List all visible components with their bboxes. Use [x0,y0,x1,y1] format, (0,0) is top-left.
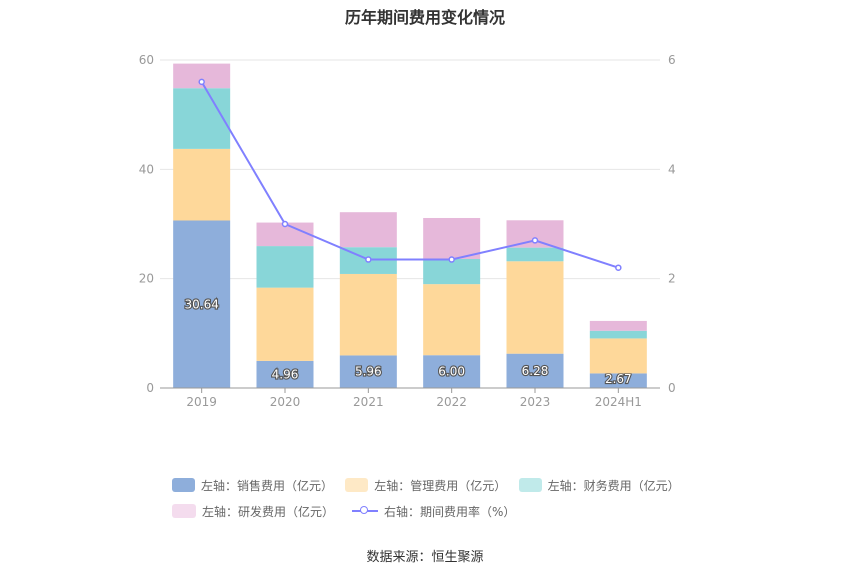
legend-label-sales: 左轴：销售费用（亿元） [200,478,333,493]
x-axis-tick-label: 2021 [353,395,384,409]
legend-item-finance[interactable]: 左轴：财务费用（亿元） [518,477,680,494]
bar-segment [589,320,647,331]
bar-segment [423,217,481,259]
right-axis-tick-label: 2 [668,272,676,286]
rate-point [448,256,455,263]
bar-data-label: 5.96 [355,365,382,379]
x-axis-tick-label: 2020 [270,395,301,409]
rate-point [615,264,622,271]
legend-label-admin: 左轴：管理费用（亿元） [374,478,507,493]
bar-segment [173,88,231,149]
bar-data-label: 2.67 [605,372,632,386]
chart-title: 历年期间费用变化情况 [344,8,505,27]
rate-point [198,78,205,86]
right-axis-tick-label: 6 [668,53,676,67]
left-axis-tick-label: 20 [139,272,154,286]
legend-label-rate: 右轴：期间费用率（%） [384,504,516,519]
legend-swatch-rate [352,504,379,518]
bar-data-label: 4.96 [272,367,299,381]
chart-legend: 左轴：销售费用（亿元） 左轴：管理费用（亿元） 左轴：财务费用（亿元） 左轴：研… [172,472,692,524]
left-axis-tick-label: 0 [146,381,154,395]
right-axis-tick-label: 0 [668,381,676,395]
legend-row-2: 左轴：研发费用（亿元） 右轴：期间费用率（%） [172,498,692,524]
legend-item-rate[interactable]: 右轴：期间费用率（%） [352,503,515,520]
bar-segment [339,273,397,356]
bar-segment [339,355,397,388]
chart-plot: 0 20 40 60 0 2 4 6 30.64 2019 4.96 2020 5.96 2021 6.00… [139,53,676,409]
bar-data-label: 30.64 [184,297,218,311]
legend-item-rnd[interactable]: 左轴：研发费用（亿元） [172,503,334,520]
bar-segment [339,212,397,248]
x-axis-tick-label: 2023 [520,395,551,409]
bar-segment [589,373,647,388]
legend-item-admin[interactable]: 左轴：管理费用（亿元） [345,477,507,494]
rate-point [281,220,289,228]
rate-line [200,81,619,269]
bar-segment [173,148,231,221]
bar-segment [423,355,481,388]
legend-swatch-admin [345,478,369,492]
bar-segment [256,287,314,361]
legend-label-finance: 左轴：财务费用（亿元） [547,478,680,493]
bar-segment [256,360,314,388]
x-axis-tick-label: 2022 [436,395,467,409]
legend-item-sales[interactable]: 左轴：销售费用（亿元） [172,477,333,494]
left-axis-tick-label: 60 [139,53,154,67]
bar-segment [589,330,647,339]
bar-segment [423,258,481,285]
right-axis-tick-label: 4 [668,162,676,176]
source-note: 数据来源：恒生聚源 [366,550,484,565]
bar-data-label: 6.00 [438,365,465,379]
left-axis-tick-label: 40 [139,162,154,176]
x-axis-tick-label: 2024H1 [595,395,642,409]
bar-data-label: 6.28 [522,364,549,378]
bar-segment [423,284,481,356]
rate-point [531,237,539,244]
x-axis-tick-label: 2019 [186,395,217,409]
legend-swatch-sales [172,478,195,492]
legend-label-rnd: 左轴：研发费用（亿元） [202,504,335,519]
bar-segment [256,246,314,288]
rate-point [365,256,372,263]
bar-segment [506,353,564,388]
legend-swatch-rnd [172,504,196,518]
bar-segment [506,247,564,262]
legend-swatch-finance [518,478,542,492]
bar-segment [256,222,314,247]
bar-segment [173,220,231,388]
bar-segment [506,261,564,354]
bar-segment [589,338,647,374]
legend-row-1: 左轴：销售费用（亿元） 左轴：管理费用（亿元） 左轴：财务费用（亿元） [172,472,692,498]
